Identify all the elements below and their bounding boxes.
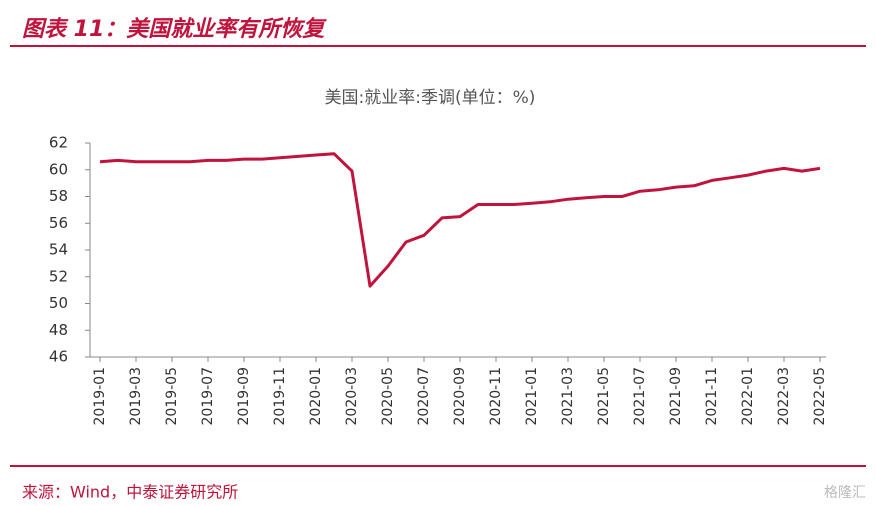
x-tick-label: 2020-07 [416, 367, 432, 426]
x-tick-label: 2019-01 [92, 367, 108, 426]
chart-title: 美国:就业率:季调(单位：%) [325, 88, 536, 108]
x-tick-label: 2022-03 [776, 367, 792, 426]
y-tick-label: 48 [49, 321, 68, 339]
x-tick-label: 2019-07 [200, 367, 216, 426]
source: 来源：Wind，中泰证券研究所 [22, 483, 238, 502]
watermark: 格隆汇 [824, 485, 866, 501]
header-title: 图表 11：美国就业率有所恢复 [22, 16, 327, 42]
x-tick-label: 2019-09 [236, 367, 252, 426]
x-tick-label: 2022-01 [740, 367, 756, 426]
x-tick-label: 2020-09 [452, 367, 468, 426]
y-tick-label: 46 [49, 348, 68, 366]
x-tick-label: 2020-03 [344, 367, 360, 426]
x-tick-label: 2021-05 [596, 367, 612, 426]
y-tick-label: 50 [49, 294, 68, 312]
x-tick-label: 2019-03 [128, 367, 144, 426]
y-tick-label: 54 [49, 241, 68, 259]
line [99, 152, 821, 288]
y-tick-label: 60 [49, 160, 68, 178]
x-tick-label: 2021-01 [524, 367, 540, 426]
x-tick-label: 2019-05 [164, 367, 180, 426]
x-tick-label: 2021-09 [668, 367, 684, 426]
x-tick-label: 2020-05 [380, 367, 396, 426]
x-tick-label: 2020-11 [488, 367, 504, 426]
x-tick-label: 2021-11 [704, 367, 720, 426]
x-tick-label: 2020-01 [308, 367, 324, 426]
x-tick-label: 2021-07 [632, 367, 648, 426]
x-tick-label: 2022-05 [812, 367, 828, 426]
y-tick-label: 56 [49, 214, 68, 232]
x-tick-label: 2019-11 [272, 367, 288, 426]
y-tick-label: 52 [49, 267, 68, 285]
x-tick-label: 2021-03 [560, 367, 576, 426]
y-tick-label: 58 [49, 187, 68, 205]
y-tick-label: 62 [49, 134, 68, 152]
